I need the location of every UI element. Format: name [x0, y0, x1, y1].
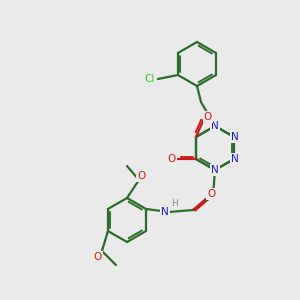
Text: N: N [231, 154, 239, 164]
Text: O: O [204, 112, 212, 122]
Text: N: N [211, 121, 219, 131]
Text: O: O [137, 171, 145, 181]
Text: Cl: Cl [145, 74, 155, 84]
Text: N: N [211, 165, 219, 175]
Text: O: O [207, 189, 215, 199]
Text: N: N [231, 132, 239, 142]
Text: H: H [172, 200, 178, 208]
Text: O: O [168, 154, 176, 164]
Text: N: N [161, 207, 169, 217]
Text: O: O [94, 252, 102, 262]
